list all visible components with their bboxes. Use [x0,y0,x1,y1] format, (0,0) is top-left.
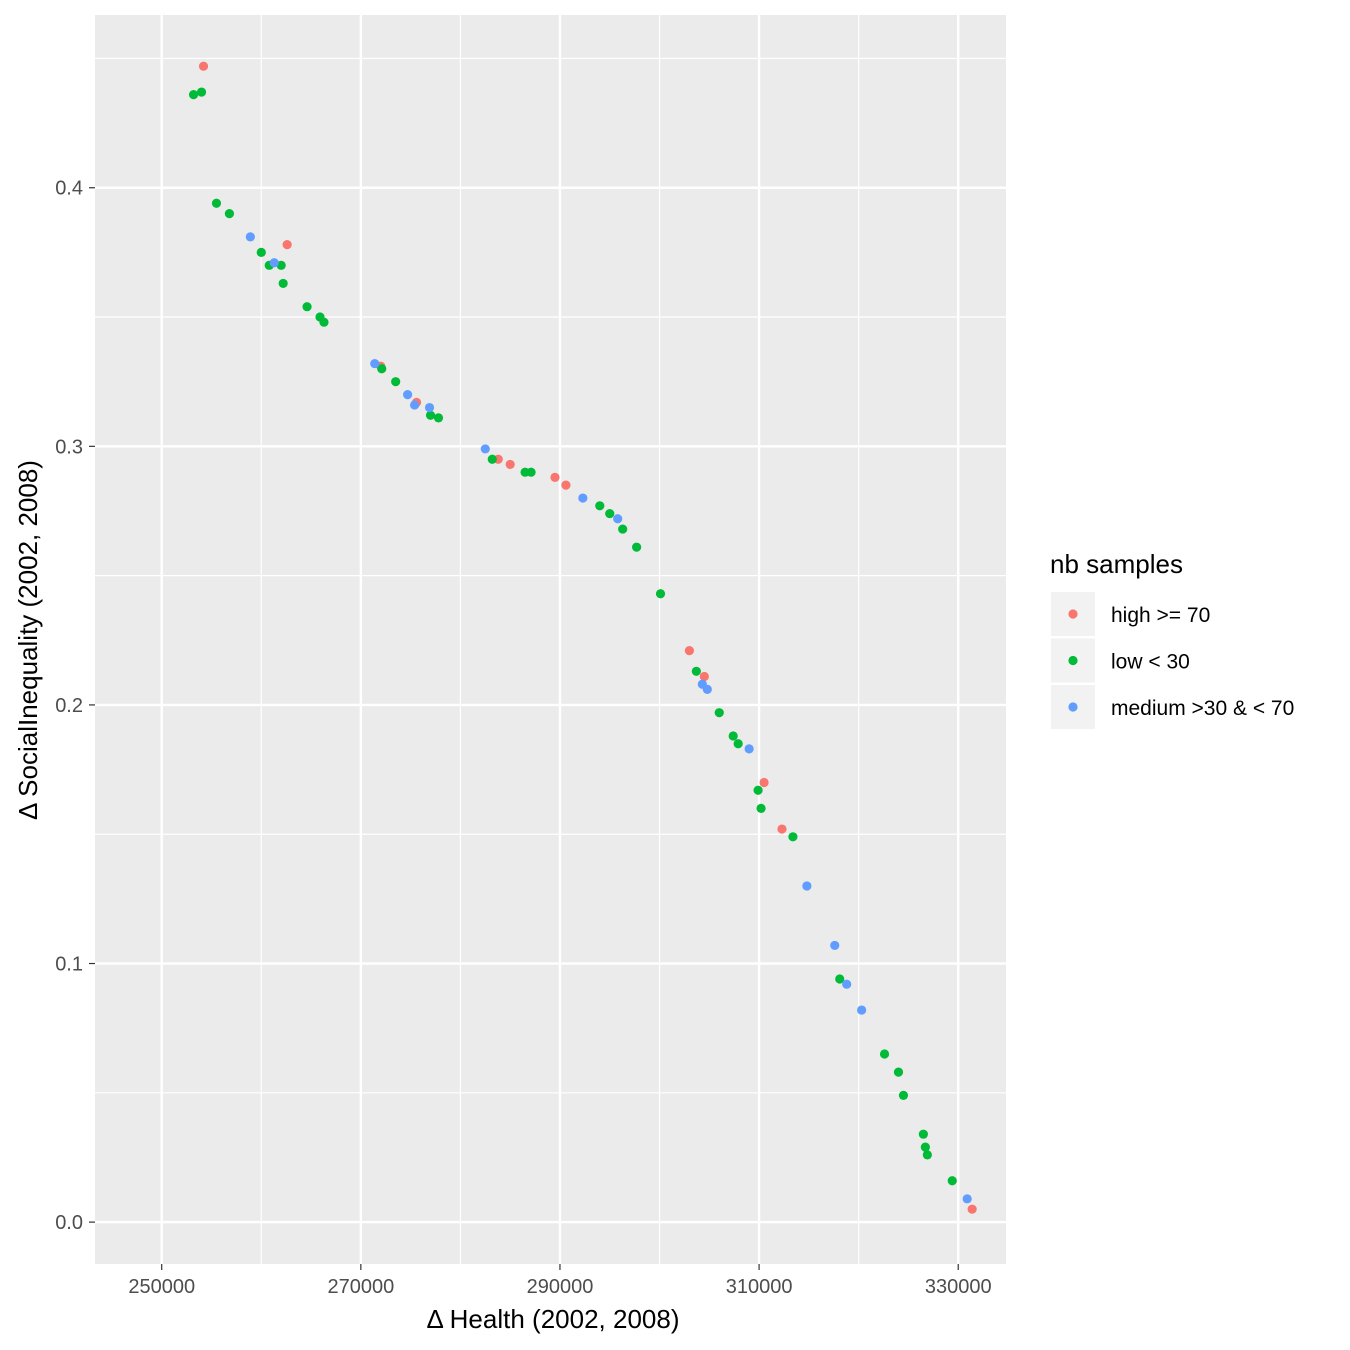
data-point [655,589,666,599]
legend-keys: high >= 70 low < 30 medium >30 & < 70 [1051,592,1294,729]
axis-ticks [89,187,959,1270]
legend-item: high >= 70 [1051,592,1210,636]
plot-panel [95,15,1006,1264]
data-point [733,739,743,749]
data-point [920,1142,930,1152]
data-point [618,524,628,534]
legend-item: medium >30 & < 70 [1051,685,1294,729]
data-point [269,258,279,268]
legend-label: low < 30 [1111,651,1190,674]
data-point [480,444,490,454]
y-tick-label: 0.4 [55,178,83,200]
y-tick-label: 0.1 [55,954,83,976]
data-point [282,240,292,250]
x-tick-label: 250000 [128,1276,195,1298]
data-point [632,542,642,552]
x-tick-label: 270000 [327,1276,394,1298]
data-point [561,480,571,490]
data-point [967,1204,977,1214]
data-point [830,940,840,951]
legend-label: medium >30 & < 70 [1111,697,1294,720]
data-point [302,302,312,312]
data-point [879,1049,890,1059]
data-point [319,317,329,327]
data-point [505,459,515,470]
legend-label: high >= 70 [1111,604,1210,627]
x-tick-label: 290000 [527,1276,594,1298]
legend-key-dot [1068,609,1078,619]
legend-key-dot [1068,702,1078,712]
data-point [759,777,769,788]
data-point [962,1194,972,1204]
data-point [487,454,497,464]
data-point [835,974,845,984]
x-axis-title: Δ Health (2002, 2008) [427,1304,680,1334]
minor-gridlines [95,15,1006,1264]
data-point [424,402,435,413]
data-point [196,87,207,97]
data-point [922,1150,932,1160]
x-tick-label: 310000 [726,1276,793,1298]
y-axis-title: Δ SocialInequality (2002, 2008) [13,460,43,820]
legend: nb samples high >= 70 low < 30 medium >30 … [1050,549,1294,729]
data-point [425,410,436,420]
x-axis-tick-labels: 250000 270000 290000 310000 330000 [128,1276,991,1298]
data-point [893,1067,904,1077]
data-point [605,508,615,519]
data-point [898,1090,909,1100]
major-gridlines [95,15,1006,1264]
legend-key-dot [1068,655,1078,666]
data-point [370,358,380,369]
y-tick-label: 0.0 [55,1212,83,1234]
data-point [391,377,401,387]
legend-item: low < 30 [1051,638,1190,683]
data-point [245,232,255,242]
data-point [702,684,712,695]
data-point [188,90,199,100]
data-point [578,493,588,503]
data-point [714,708,724,718]
y-axis-tick-labels: 0.0 0.1 0.2 0.3 0.4 [55,178,83,1234]
data-point [613,514,623,524]
data-point [802,881,812,891]
data-point [744,744,754,754]
data-point [947,1176,957,1186]
legend-title: nb samples [1050,549,1183,579]
data-point [753,785,763,795]
x-tick-label: 330000 [925,1276,992,1298]
data-point [857,1005,867,1015]
data-point [224,208,235,219]
data-point [198,61,209,71]
data-point [918,1129,928,1139]
data-point [211,198,222,208]
data-point [756,803,766,813]
data-point [684,646,694,656]
data-point [777,824,787,834]
data-point [842,979,852,989]
data-point [788,832,798,842]
data-point [691,666,701,676]
y-tick-label: 0.3 [55,436,83,458]
data-point [256,247,266,257]
data-points [188,61,977,1214]
data-point [409,400,420,410]
data-point [550,472,560,482]
y-tick-label: 0.2 [55,695,83,717]
data-point [728,731,738,741]
data-point [526,467,536,477]
data-point [377,364,387,374]
data-point [595,501,605,511]
data-point [276,260,286,270]
data-point [403,390,413,400]
data-point [433,413,444,423]
data-point [699,671,709,682]
data-point [278,278,288,289]
